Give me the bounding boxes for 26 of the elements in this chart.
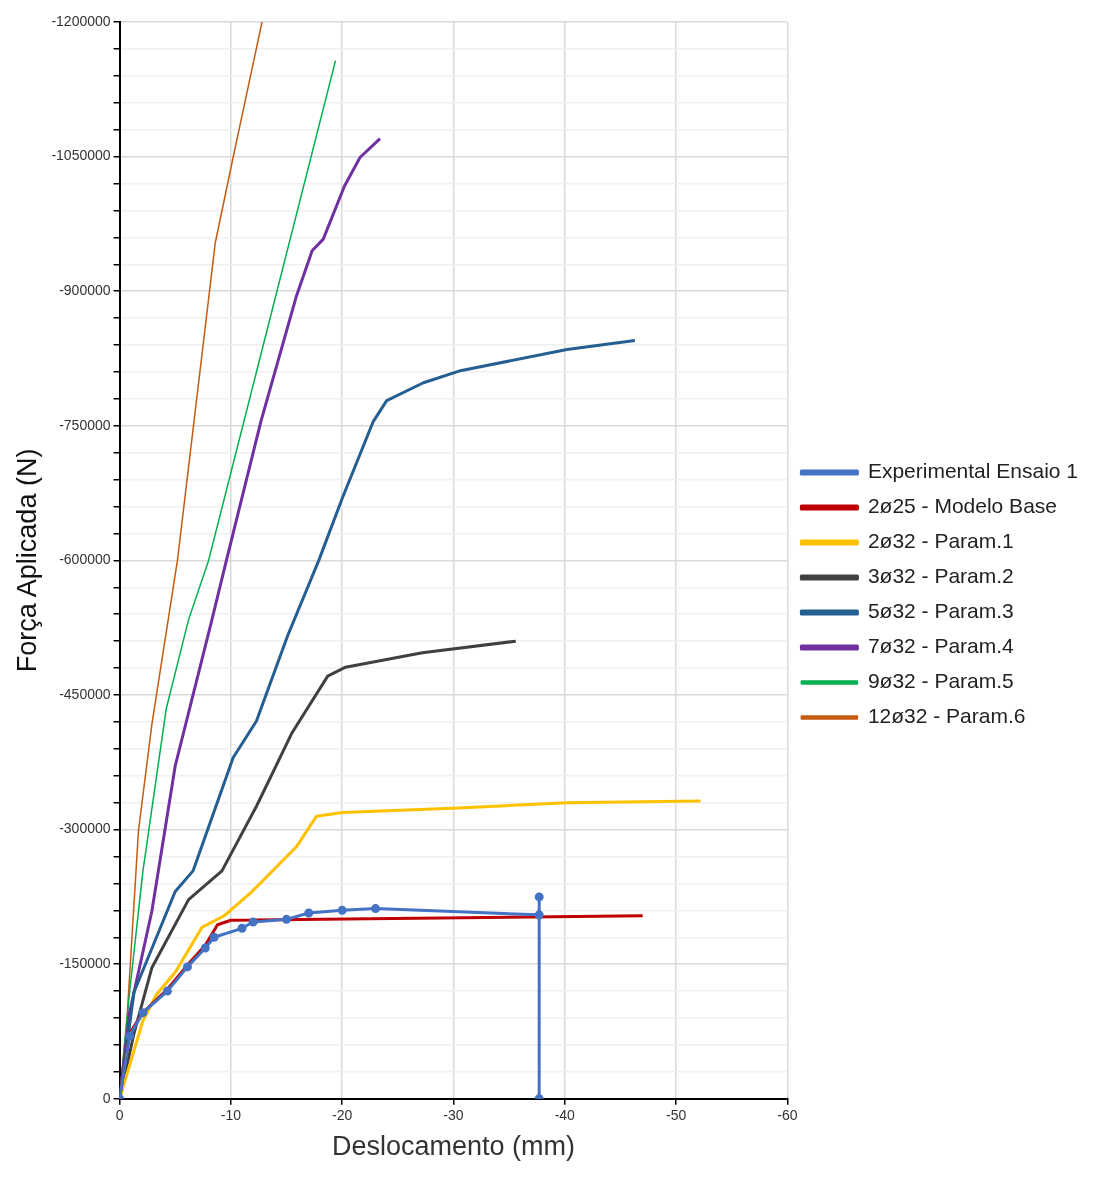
y-tick-label: -450000 — [59, 685, 111, 702]
legend-label: 2ø25 - Modelo Base — [867, 494, 1057, 518]
x-tick-label: -50 — [665, 1107, 687, 1124]
legend-label: 9ø32 - Param.5 — [867, 669, 1014, 693]
y-axis-title: Força Aplicada (N) — [11, 448, 42, 673]
y-tick-label: 0 — [102, 1089, 111, 1106]
legend-label: 7ø32 - Param.4 — [867, 634, 1015, 658]
x-tick-label: -20 — [332, 1107, 353, 1124]
y-tick-label: -750000 — [59, 416, 111, 433]
legend-label: 2ø32 - Param.1 — [867, 529, 1014, 553]
legend-label: 5ø32 - Param.3 — [867, 599, 1014, 623]
x-tick-label: -30 — [443, 1107, 464, 1124]
x-tick-label: -40 — [554, 1107, 576, 1124]
y-tick-label: -300000 — [59, 820, 111, 837]
y-tick-label: -150000 — [59, 955, 111, 972]
y-tick-label: -1050000 — [51, 147, 111, 164]
x-axis-title: Deslocamento (mm) — [331, 1131, 576, 1162]
y-tick-label: -1200000 — [51, 12, 111, 29]
y-tick-label: -600000 — [59, 551, 111, 568]
x-tick-label: -10 — [220, 1107, 242, 1124]
legend-label: 12ø32 - Param.6 — [867, 704, 1026, 728]
x-tick-label: 0 — [115, 1107, 124, 1124]
x-tick-label: -60 — [777, 1107, 798, 1124]
y-tick-label: -900000 — [59, 282, 111, 299]
legend-label: Experimental Ensaio 1 — [867, 459, 1079, 483]
legend-label: 3ø32 - Param.2 — [867, 564, 1014, 588]
